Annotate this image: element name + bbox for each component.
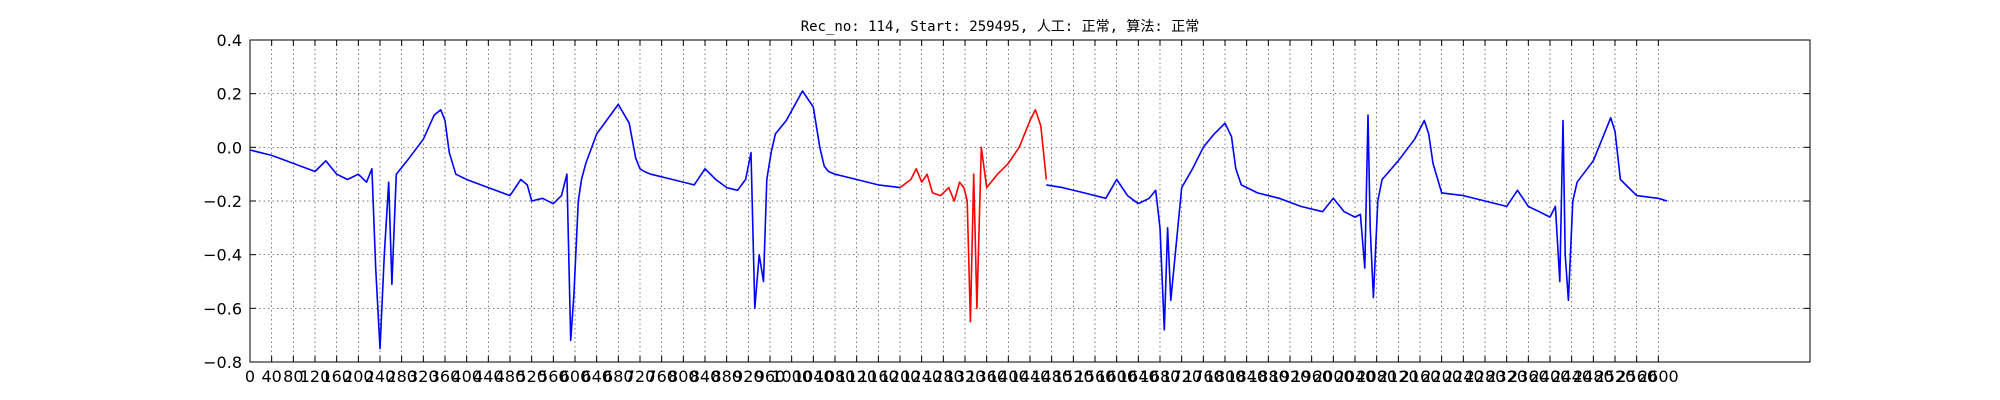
- x-tick-label: 1680: [1140, 367, 1181, 386]
- x-tick-label: 480: [495, 367, 526, 386]
- x-tick-label: 320: [408, 367, 439, 386]
- grid: [250, 40, 1810, 362]
- x-tick-label: 1440: [1010, 367, 1051, 386]
- ecg-series-3-normal: [1046, 114, 1668, 331]
- x-tick-label: 1600: [1096, 367, 1137, 386]
- x-tick-label: 720: [625, 367, 656, 386]
- x-tick-label: 200: [343, 367, 374, 386]
- x-tick-label: 2120: [1378, 367, 1419, 386]
- x-tick-label: 1080: [815, 367, 856, 386]
- x-axis-ticks: 0 40 8012016020024028032036040044048052056…: [245, 40, 1679, 386]
- x-tick-label: 1120: [836, 367, 877, 386]
- x-tick-label: 2560: [1616, 367, 1657, 386]
- ecg-series-1-normal: [249, 90, 901, 350]
- series-layer: [249, 90, 1668, 350]
- x-tick-label: 2400: [1530, 367, 1571, 386]
- y-tick-label: −0.2: [203, 192, 242, 211]
- x-tick-label: 280: [386, 367, 417, 386]
- x-tick-label: 1280: [923, 367, 964, 386]
- x-tick-label: 2480: [1573, 367, 1614, 386]
- x-tick-label: 1000: [771, 367, 812, 386]
- x-tick-label: 680: [603, 367, 634, 386]
- x-tick-label: 1560: [1075, 367, 1116, 386]
- x-tick-label: 1720: [1161, 367, 1202, 386]
- x-tick-label: 2000: [1313, 367, 1354, 386]
- x-tick-label: 520: [516, 367, 547, 386]
- chart-title: Rec_no: 114, Start: 259495, 人工: 正常, 算法: …: [801, 19, 1200, 35]
- x-tick-label: 1800: [1205, 367, 1246, 386]
- x-tick-label: 2320: [1486, 367, 1527, 386]
- x-tick-label: 1640: [1118, 367, 1159, 386]
- x-tick-label: 400: [451, 367, 482, 386]
- x-tick-label: 840: [690, 367, 721, 386]
- x-tick-label: 360: [430, 367, 461, 386]
- x-tick-label: 440: [473, 367, 504, 386]
- x-tick-label: 2280: [1465, 367, 1506, 386]
- ecg-series-2-highlight: [899, 109, 1048, 323]
- y-tick-label: 0.2: [217, 85, 242, 104]
- x-tick-label: 2240: [1443, 367, 1484, 386]
- x-tick-label: 1200: [880, 367, 921, 386]
- x-tick-label: 1040: [793, 367, 834, 386]
- x-tick-label: 800: [668, 367, 699, 386]
- x-tick-label: 2160: [1400, 367, 1441, 386]
- x-tick-label: 1760: [1183, 367, 1224, 386]
- x-tick-label: 560: [538, 367, 569, 386]
- x-tick-label: 1480: [1031, 367, 1072, 386]
- x-tick-label: 1400: [988, 367, 1029, 386]
- x-tick-label: 2200: [1421, 367, 1462, 386]
- y-tick-label: 0.4: [217, 31, 242, 50]
- x-tick-label: 1840: [1226, 367, 1267, 386]
- x-tick-label: 2040: [1335, 367, 1376, 386]
- x-tick-label: 0: [245, 367, 255, 386]
- x-tick-label: 1360: [966, 367, 1007, 386]
- x-tick-label: 1920: [1270, 367, 1311, 386]
- x-tick-label: 2440: [1551, 367, 1592, 386]
- x-tick-label: 640: [581, 367, 612, 386]
- x-tick-label: 1160: [858, 367, 899, 386]
- x-tick-label: 2080: [1356, 367, 1397, 386]
- x-tick-label: 760: [646, 367, 677, 386]
- x-tick-label: 920: [733, 367, 764, 386]
- y-tick-label: 0.0: [217, 138, 242, 157]
- x-tick-label: 880: [711, 367, 742, 386]
- x-tick-label: 1520: [1053, 367, 1094, 386]
- y-tick-label: −0.8: [203, 353, 242, 372]
- x-tick-label: 600: [560, 367, 591, 386]
- x-tick-label: 160: [321, 367, 352, 386]
- x-tick-label: 960: [755, 367, 786, 386]
- x-tick-label: 2520: [1595, 367, 1636, 386]
- y-tick-label: −0.6: [203, 299, 242, 318]
- y-tick-label: −0.4: [203, 246, 242, 265]
- x-tick-label: 1960: [1291, 367, 1332, 386]
- x-tick-label: 1880: [1248, 367, 1289, 386]
- x-tick-label: 40: [261, 367, 281, 386]
- x-tick-label: 240: [365, 367, 396, 386]
- x-tick-label: 2600: [1638, 367, 1679, 386]
- x-tick-label: 2360: [1508, 367, 1549, 386]
- y-axis-ticks: 0.4 0.2 0.0 −0.2 −0.4 −0.6 −0.8: [203, 31, 1810, 372]
- x-tick-label: 1240: [901, 367, 942, 386]
- x-tick-label: 1320: [945, 367, 986, 386]
- x-tick-label: 80: [283, 367, 303, 386]
- x-tick-label: 120: [300, 367, 331, 386]
